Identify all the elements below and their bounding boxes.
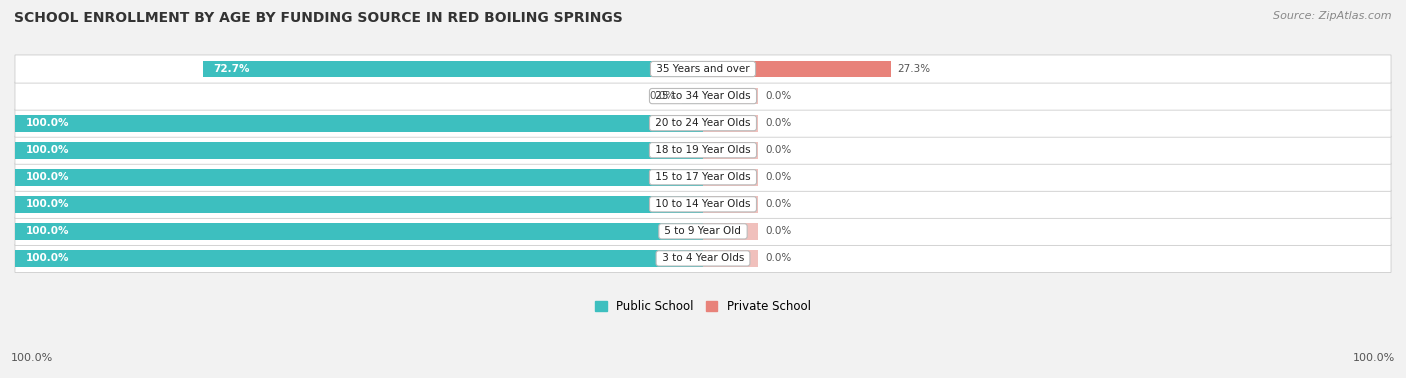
FancyBboxPatch shape: [15, 190, 1391, 218]
Bar: [202, 60, 703, 77]
Text: 0.0%: 0.0%: [765, 253, 792, 263]
Bar: [682, 88, 703, 104]
Bar: [15, 115, 703, 132]
Text: 100.0%: 100.0%: [25, 172, 69, 182]
Bar: [15, 223, 703, 240]
Bar: [15, 142, 703, 159]
Bar: [15, 196, 703, 213]
Text: 100.0%: 100.0%: [1353, 353, 1395, 363]
Text: 72.7%: 72.7%: [214, 64, 250, 74]
FancyBboxPatch shape: [15, 55, 1391, 83]
Text: 100.0%: 100.0%: [25, 226, 69, 236]
FancyBboxPatch shape: [15, 244, 1391, 273]
Text: 3 to 4 Year Olds: 3 to 4 Year Olds: [658, 253, 748, 263]
Text: 5 to 9 Year Old: 5 to 9 Year Old: [661, 226, 745, 236]
Bar: [15, 169, 703, 186]
Text: 0.0%: 0.0%: [650, 91, 675, 101]
Text: 18 to 19 Year Olds: 18 to 19 Year Olds: [652, 145, 754, 155]
Text: 100.0%: 100.0%: [25, 118, 69, 128]
Bar: [703, 169, 758, 186]
Legend: Public School, Private School: Public School, Private School: [591, 295, 815, 318]
Text: 0.0%: 0.0%: [765, 91, 792, 101]
Text: 100.0%: 100.0%: [25, 199, 69, 209]
Text: 10 to 14 Year Olds: 10 to 14 Year Olds: [652, 199, 754, 209]
Text: Source: ZipAtlas.com: Source: ZipAtlas.com: [1274, 11, 1392, 21]
Text: 100.0%: 100.0%: [25, 253, 69, 263]
Text: SCHOOL ENROLLMENT BY AGE BY FUNDING SOURCE IN RED BOILING SPRINGS: SCHOOL ENROLLMENT BY AGE BY FUNDING SOUR…: [14, 11, 623, 25]
Text: 25 to 34 Year Olds: 25 to 34 Year Olds: [652, 91, 754, 101]
Text: 20 to 24 Year Olds: 20 to 24 Year Olds: [652, 118, 754, 128]
Text: 0.0%: 0.0%: [765, 199, 792, 209]
Bar: [703, 115, 758, 132]
FancyBboxPatch shape: [15, 109, 1391, 137]
Bar: [703, 250, 758, 267]
FancyBboxPatch shape: [15, 217, 1391, 245]
Text: 0.0%: 0.0%: [765, 145, 792, 155]
Text: 0.0%: 0.0%: [765, 226, 792, 236]
Bar: [703, 196, 758, 213]
Bar: [703, 223, 758, 240]
Bar: [703, 142, 758, 159]
Text: 35 Years and over: 35 Years and over: [652, 64, 754, 74]
Bar: [703, 60, 891, 77]
Text: 100.0%: 100.0%: [11, 353, 53, 363]
Text: 100.0%: 100.0%: [25, 145, 69, 155]
Text: 27.3%: 27.3%: [897, 64, 931, 74]
Text: 0.0%: 0.0%: [765, 172, 792, 182]
FancyBboxPatch shape: [15, 163, 1391, 191]
Text: 0.0%: 0.0%: [765, 118, 792, 128]
Bar: [15, 250, 703, 267]
FancyBboxPatch shape: [15, 136, 1391, 164]
Bar: [703, 88, 758, 104]
FancyBboxPatch shape: [15, 82, 1391, 110]
Text: 15 to 17 Year Olds: 15 to 17 Year Olds: [652, 172, 754, 182]
